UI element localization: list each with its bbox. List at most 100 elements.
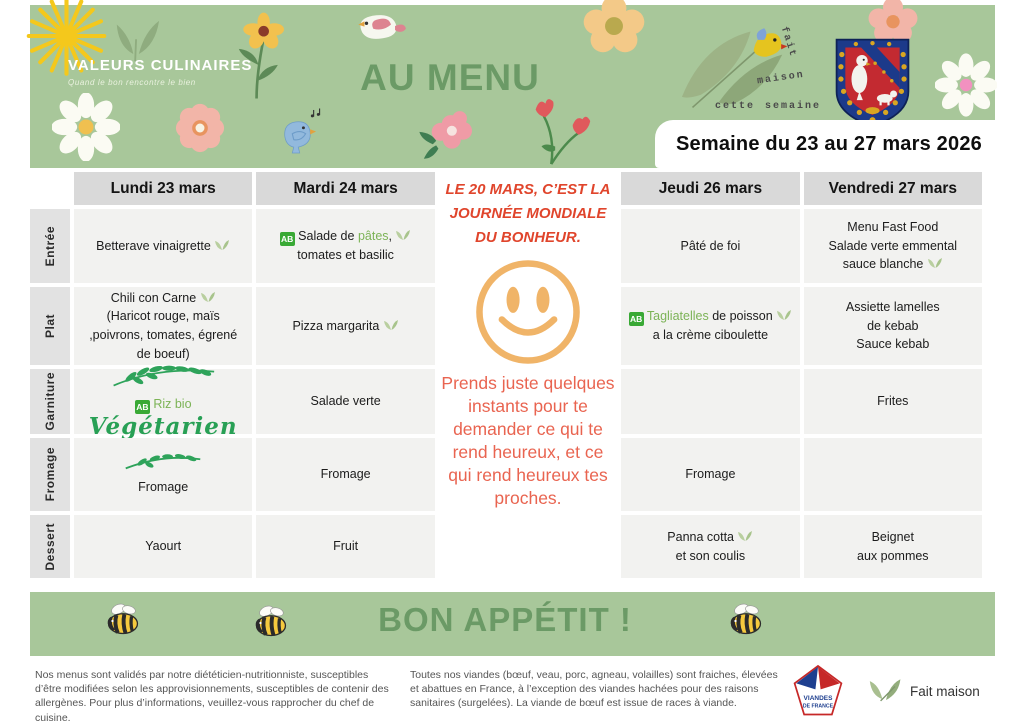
week-label-box: Semaine du 23 au 27 mars 2026 — [655, 120, 1003, 168]
menu-item-line: Salade verte — [311, 392, 381, 411]
menu-item-text: Menu Fast Food — [847, 219, 939, 234]
menu-item-text: , — [388, 228, 396, 243]
day-header-4: Vendredi 27 mars — [803, 172, 982, 205]
leaf-icon — [927, 258, 942, 269]
menu-item-line: Végétarien — [89, 414, 238, 440]
menu-item-line: a la crème ciboulette — [653, 326, 768, 345]
menu-cell: Chili con Carne (Haricot rouge, maïs ,poi… — [74, 287, 253, 365]
menu-item-line: Salade verte emmental — [829, 237, 958, 256]
menu-item-line: de boeuf) — [137, 345, 190, 364]
row-label-4: Fromage — [30, 438, 70, 511]
day-header-1: Lundi 23 mars — [74, 172, 253, 205]
blue-bird-icon — [284, 108, 321, 154]
menu-item-text: de boeuf) — [136, 346, 190, 361]
menu-item-text: de kebab — [867, 318, 919, 333]
leaf-icon — [215, 239, 230, 250]
menu-cell: Fruit — [256, 515, 435, 578]
menu-cell: Fromage — [621, 438, 800, 511]
menu-item-line: Yaourt — [145, 537, 181, 556]
brand-title: VALEURS CULINAIRES — [68, 57, 253, 74]
day-header-2: Mardi 24 mars — [256, 172, 435, 205]
cette-label: cette — [715, 101, 756, 112]
menu-cell: AB Tagliatelles de poisson a la crème ci… — [621, 287, 800, 365]
menu-cell: Panna cotta et son coulis — [621, 515, 800, 578]
menu-item-text: Fromage — [320, 467, 371, 482]
bee-icon — [730, 603, 762, 635]
menu-item-text: Salade verte emmental — [828, 238, 958, 253]
menu-item-text: tomates et basilic — [297, 248, 394, 263]
bon-appetit-title: BON APPÉTIT ! — [378, 601, 632, 638]
menu-item-line: Fruit — [333, 537, 358, 556]
happiness-title: LE 20 MARS, C’EST LA JOURNÉE MONDIALE DU… — [445, 181, 611, 246]
week-label: Semaine du 23 au 27 mars 2026 — [676, 132, 982, 155]
menu-item-line: ,poivrons, tomates, égrené — [89, 326, 237, 345]
menu-cell: Frites — [803, 369, 982, 434]
brand-logo: VALEURS CULINAIRES Quand le bon rencontr… — [68, 57, 253, 87]
menu-item-line: Frites — [877, 392, 908, 411]
menu-item-text: pâtes — [357, 228, 389, 243]
pink-bird-icon — [358, 15, 406, 39]
branch-decoration-icon — [113, 365, 215, 387]
fait-maison-leaf-icon — [869, 679, 901, 702]
menu-item-text: a la crème ciboulette — [652, 328, 769, 343]
menu-item-line: Assiette lamelles — [846, 298, 940, 317]
menu-item-text: Tagliatelles — [646, 308, 709, 323]
fait-maison-badge: Fait maison — [868, 678, 980, 704]
row-label-1: Entrée — [30, 209, 70, 283]
viandes-logo-line1: VIANDES — [804, 695, 834, 702]
menu-item-line: AB Tagliatelles de poisson — [628, 307, 793, 327]
menu-cell: Betterave vinaigrette — [74, 209, 253, 283]
row-label-text: Entrée — [43, 225, 57, 267]
white-daisy-icon — [52, 93, 120, 161]
menu-item-line: et son coulis — [676, 547, 745, 566]
menu-item-text: Salade verte — [310, 394, 381, 409]
bon-appetit-band: BON APPÉTIT ! — [30, 592, 995, 656]
menu-item-text: (Haricot rouge, maïs — [106, 309, 220, 324]
menu-item-text: de poisson — [708, 308, 777, 323]
menu-item-line: Fromage — [138, 478, 188, 497]
menu-item-text: aux pommes — [857, 548, 929, 563]
menu-item-line: sauce blanche — [843, 255, 943, 274]
fait-maison-label: Fait maison — [910, 683, 980, 699]
menu-cell — [803, 438, 982, 511]
menu-item-line: Fromage — [321, 465, 371, 484]
menu-cell: Beignet aux pommes — [803, 515, 982, 578]
menu-cell: Pizza margarita — [256, 287, 435, 365]
menu-item-line: Pizza margarita — [292, 317, 398, 336]
footer: Nos menus sont validés par notre diététi… — [0, 660, 1024, 724]
row-label-3: Garniture — [30, 369, 70, 434]
menu-item-line: (Haricot rouge, maïs — [107, 307, 220, 326]
menu-item-text: Fromage — [685, 467, 736, 482]
semaine-label: semaine — [765, 101, 822, 112]
viandes-de-france-logo: VIANDES DE FRANCE — [793, 664, 843, 716]
menu-item-text: Pizza margarita — [292, 318, 383, 333]
red-flower-sprig-icon — [535, 99, 591, 165]
pink-flower-icon — [175, 103, 225, 153]
menu-item-text: Pâté de foi — [680, 238, 741, 253]
row-label-text: Fromage — [43, 447, 57, 502]
menu-item-line: de kebab — [867, 317, 918, 336]
menu-item-line: AB Riz bio — [134, 395, 192, 415]
menu-cell: Salade verte — [256, 369, 435, 434]
fait-maison-leaves-icon — [681, 28, 788, 109]
menu-item-text: Yaourt — [145, 539, 182, 554]
happiness-column: LE 20 MARS, C’EST LA JOURNÉE MONDIALE DU… — [438, 172, 618, 578]
white-daisy-right-icon — [935, 53, 997, 117]
menu-item-line: Betterave vinaigrette — [96, 237, 230, 256]
smiley-icon — [476, 260, 580, 364]
menu-cell: Fromage — [256, 438, 435, 511]
menu-item-line: Sauce kebab — [856, 335, 929, 354]
menu-item-text: Panna cotta — [667, 529, 738, 544]
leaf-icon — [383, 319, 398, 330]
meat-origin-note: Toutes nos viandes (bœuf, veau, porc, ag… — [410, 669, 778, 710]
ab-bio-icon: AB — [628, 312, 644, 327]
menu-item-line — [103, 363, 223, 395]
menu-item-line: Pâté de foi — [681, 237, 741, 256]
row-label-5: Dessert — [30, 515, 70, 578]
leaf-icon — [200, 291, 215, 302]
menu-item-line: Chili con Carne — [111, 289, 216, 308]
leaf-icon — [396, 229, 411, 240]
menu-item-text: Végétarien — [88, 413, 238, 441]
menu-cell — [621, 369, 800, 434]
